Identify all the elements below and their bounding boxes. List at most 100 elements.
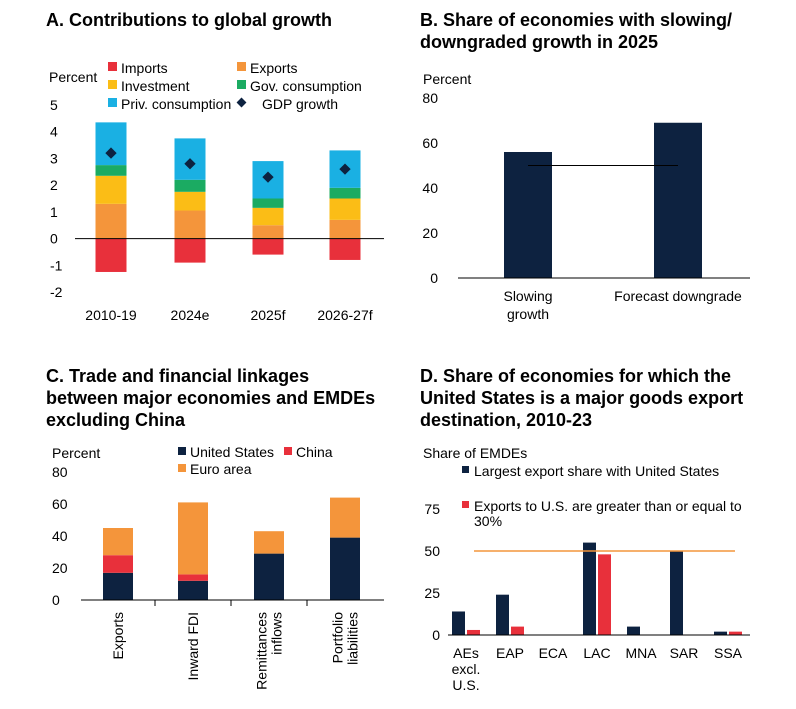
chart-a-ylabel: Percent [49,69,97,85]
chart-a-legend-label: Imports [121,60,168,76]
panel-b-title-line-1: B. Share of economies with slowing/ [420,10,733,30]
chart-b-ytick: 0 [430,270,438,286]
chart-c-xtick: liabilities [345,612,361,665]
chart-d-xtick: excl. [452,661,481,677]
chart-a-ytick: -1 [50,257,63,273]
chart-c-ytick: 60 [52,496,68,512]
panel-b-title-line-2: downgraded growth in 2025 [420,32,659,52]
chart-d-bar [583,542,596,635]
chart-c-xtick: Inward FDI [185,612,201,680]
chart-a-bar-segment [329,187,361,199]
chart-c-bar-segment [254,531,284,554]
chart-c-svg: Percent 80 60 40 20 0 United States China Euro a… [52,444,384,690]
chart-a-bar-segment [174,191,206,211]
chart-c-bar-segment [178,574,208,581]
chart-a-legend-swatch [237,62,246,71]
chart-c-bar-segment [330,537,360,600]
panel-c-title-line-3: excluding China [46,410,186,430]
chart-c-ytick: 20 [52,560,68,576]
chart-d-bar [496,594,509,635]
panel-c-title-line-1: C. Trade and financial linkages [46,366,310,386]
chart-d-xtick: AEs [453,645,479,661]
chart-d-bar [627,626,640,635]
chart-a-bar-segment [95,238,127,272]
chart-a-ytick: 4 [50,124,58,140]
chart-c-legend-swatch [178,464,186,472]
panel-b: B. Share of economies with slowing/ down… [398,0,796,354]
chart-a-bar-segment [174,179,206,192]
chart-c-xtick: Portfolio [330,612,346,664]
chart-a-bar-segment [329,198,361,220]
chart-a-bar-segment [329,219,361,239]
panel-d-title: D. Share of economies for which the Unit… [420,365,743,431]
chart-a-legend-label: Gov. consumption [250,78,362,94]
chart-d-legend-label: Largest export share with United States [474,463,719,479]
chart-a-ytick: 0 [50,231,58,247]
chart-b-xtick: Forecast downgrade [614,288,742,304]
panel-b-title: B. Share of economies with slowing/ down… [420,9,732,53]
chart-d-ytick: 50 [424,543,440,559]
chart-a-legend-swatch [237,80,246,89]
chart-a-svg: Percent 5 4 3 2 1 0 -1 -2 Imports Exports Investmen… [49,60,384,323]
chart-a-legend-label: Priv. consumption [121,96,231,112]
chart-a-ytick: 2 [50,177,58,193]
panel-c: C. Trade and financial linkages between … [0,354,398,709]
chart-b-ylabel: Percent [423,71,471,87]
chart-d-bar [467,629,480,635]
chart-b-bar [654,122,702,278]
chart-d-legend-label: 30% [474,513,502,529]
chart-d-legend-swatch [462,501,469,508]
chart-a-legend-diamond [236,97,247,108]
chart-d-ytick: 75 [424,501,440,517]
chart-c-ytick: 40 [52,528,68,544]
chart-b-ytick: 20 [422,225,438,241]
chart-a-bar-segment [95,203,127,239]
chart-a-bar-segment [95,175,127,204]
chart-b-ytick: 80 [422,90,438,106]
chart-a-legend-label: GDP growth [262,96,338,112]
chart-d-ylabel: Share of EMDEs [423,445,527,461]
chart-d-xtick: SAR [670,645,699,661]
chart-a-bar-segment [174,238,206,263]
chart-a-xtick: 2024e [171,307,210,323]
chart-d-bar [598,554,611,635]
chart-b-ytick: 40 [422,180,438,196]
chart-b-svg: Percent 80 60 40 20 0 Slowing growth Forecast do… [422,71,750,322]
chart-a-legend-label: Exports [250,60,297,76]
panel-d-title-line-1: D. Share of economies for which the [420,366,732,386]
chart-a-bar-segment [252,238,284,255]
chart-b-ytick: 60 [422,135,438,151]
chart-c-legend-label: United States [190,444,274,460]
panel-d: D. Share of economies for which the Unit… [398,354,796,709]
chart-c-bar-segment [103,572,133,600]
panel-d-title-line-2: United States is a major goods export [420,388,744,408]
chart-d-xtick: EAP [496,645,524,661]
chart-a-bar-segment [252,198,284,208]
chart-a-legend-swatch [108,62,117,71]
chart-a-ytick: 3 [50,150,58,166]
chart-d-legend-label: Exports to U.S. are greater than or equa… [474,498,742,514]
chart-d-bar [729,631,742,635]
chart-a-bar-segment [252,225,284,239]
chart-c-bar-segment [103,555,133,573]
chart-a-bar-segment [252,207,284,226]
chart-a-gdp-marker [339,163,351,175]
chart-a-gdp-marker [184,158,196,170]
chart-d-svg: Share of EMDEs 75 50 25 0 Largest export shar… [423,445,750,693]
chart-b-xtick: growth [507,306,549,322]
chart-d-xtick: ECA [539,645,568,661]
chart-c-legend-swatch [178,447,186,455]
chart-b-xtick: Slowing [503,288,552,304]
chart-a-gdp-marker [262,171,274,183]
chart-c-legend-label: Euro area [190,461,252,477]
chart-a-bar-segment [95,165,127,176]
chart-d-legend-swatch [462,466,469,473]
chart-c-xtick: inflows [269,612,285,655]
chart-c-bar-segment [330,497,360,538]
chart-d-xtick: LAC [583,645,610,661]
panel-c-title-line-2: between major economies and EMDEs [46,388,376,408]
panel-a-title: A. Contributions to global growth [46,10,332,30]
chart-d-bar [452,611,465,635]
chart-a-ytick: 1 [50,204,58,220]
chart-c-ytick: 0 [52,592,60,608]
